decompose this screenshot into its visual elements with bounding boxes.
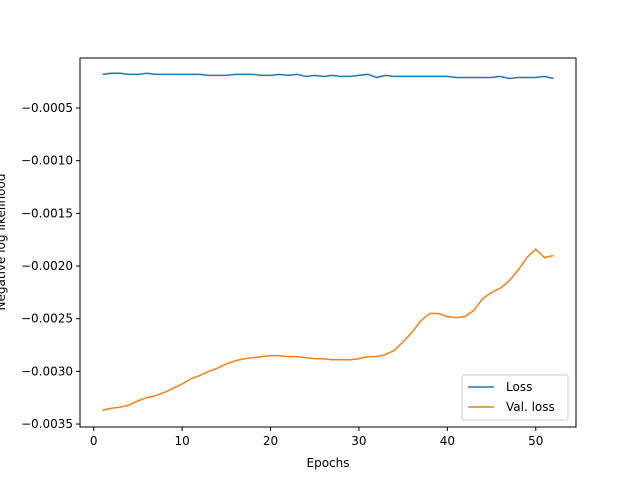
x-tick-label: 10 <box>174 434 189 448</box>
y-axis-label: Negative log likelihood <box>0 174 8 311</box>
x-tick-label: 20 <box>263 434 278 448</box>
y-tick-label: −0.0015 <box>21 206 73 220</box>
line-series <box>102 72 554 80</box>
x-tick-label: 40 <box>440 434 455 448</box>
y-tick-label: −0.0010 <box>21 154 73 168</box>
y-tick-label: −0.0035 <box>21 417 73 431</box>
y-tick-label: −0.0025 <box>21 312 73 326</box>
legend-label: Val. loss <box>506 400 555 414</box>
y-tick-label: −0.0005 <box>21 101 73 115</box>
plot-frame <box>79 57 577 428</box>
x-tick-label: 30 <box>351 434 366 448</box>
x-tick-label: 50 <box>528 434 543 448</box>
legend-label: Loss <box>506 380 532 394</box>
x-axis-label: Epochs <box>307 456 350 470</box>
y-tick-label: −0.0030 <box>21 364 73 378</box>
x-tick-label: 0 <box>90 434 98 448</box>
y-tick-label: −0.0020 <box>21 259 73 273</box>
line-series <box>102 248 554 412</box>
